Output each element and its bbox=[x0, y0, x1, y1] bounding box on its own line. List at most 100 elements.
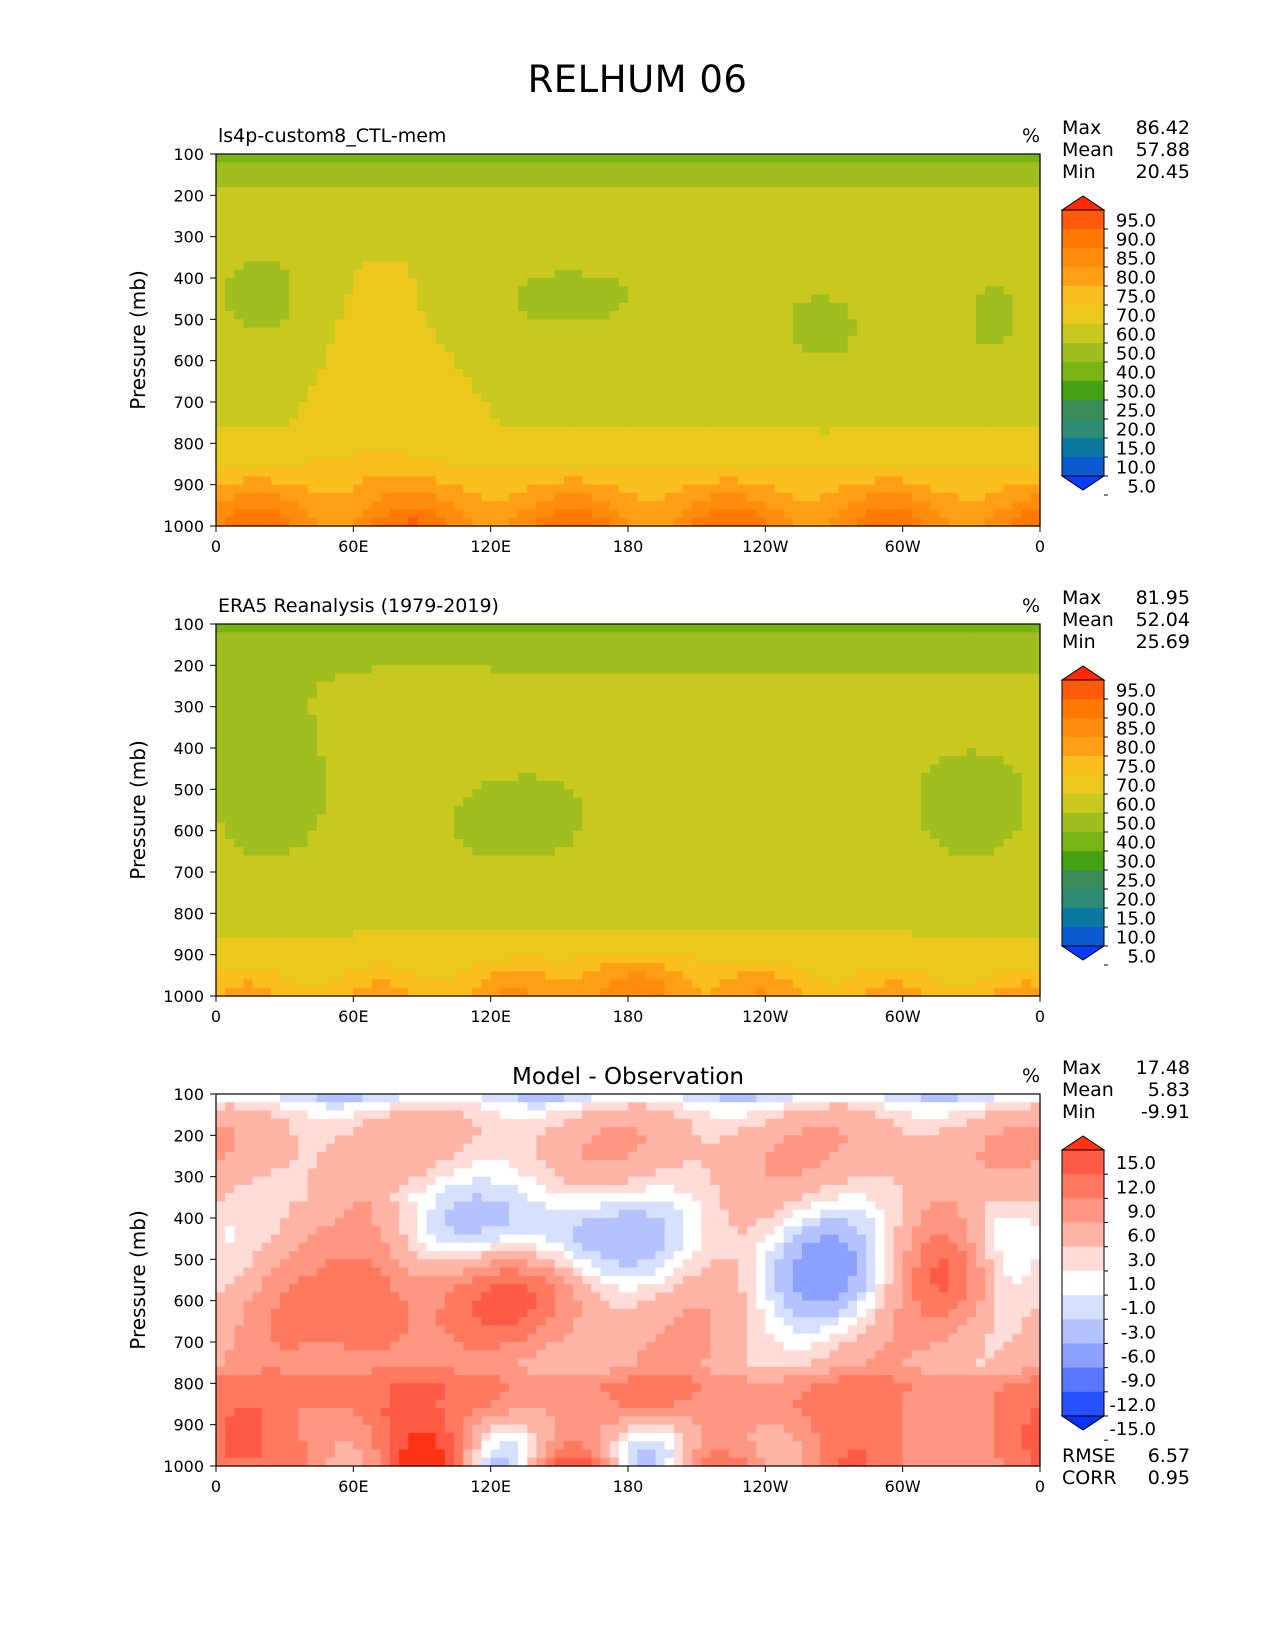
contour-cell bbox=[252, 344, 263, 353]
contour-cell bbox=[618, 410, 629, 420]
colorbar-label: 5.0 bbox=[1127, 477, 1156, 498]
contour-cell bbox=[628, 632, 638, 642]
contour-cell bbox=[710, 162, 721, 172]
contour-cell bbox=[646, 178, 657, 188]
contour-cell bbox=[307, 187, 318, 196]
contour-cell bbox=[902, 690, 913, 699]
contour-cell bbox=[490, 236, 501, 246]
contour-cell bbox=[261, 154, 272, 163]
contour-cell bbox=[618, 162, 629, 172]
contour-cell bbox=[463, 492, 473, 502]
contour-cell bbox=[270, 451, 281, 461]
contour-cell bbox=[216, 435, 226, 444]
contour-cell bbox=[270, 344, 281, 353]
contour-cell bbox=[737, 492, 748, 502]
contour-cell bbox=[692, 162, 702, 172]
contour-cell bbox=[911, 426, 922, 436]
contour-cell bbox=[518, 352, 528, 362]
contour-cell bbox=[481, 162, 492, 172]
contour-cell bbox=[508, 244, 519, 254]
contour-cell bbox=[353, 459, 364, 469]
contour-cell bbox=[710, 426, 721, 436]
contour-cell bbox=[856, 418, 867, 428]
contour-cell bbox=[1021, 294, 1032, 304]
contour-cell bbox=[966, 236, 977, 246]
contour-cell bbox=[399, 195, 409, 205]
contour-cell bbox=[371, 377, 382, 387]
contour-cell bbox=[454, 278, 464, 287]
contour-cell bbox=[948, 352, 959, 362]
contour-cell bbox=[1012, 261, 1023, 271]
contour-cell bbox=[801, 484, 812, 494]
contour-cell bbox=[966, 244, 977, 254]
contour-cell bbox=[783, 154, 794, 163]
contour-cell bbox=[325, 261, 336, 271]
contour-cell bbox=[554, 377, 565, 387]
contour-cell bbox=[692, 501, 702, 511]
contour-cell bbox=[820, 319, 831, 329]
contour-cell bbox=[811, 278, 821, 287]
contour-cell bbox=[902, 154, 913, 163]
contour-cell bbox=[719, 211, 730, 221]
contour-cell bbox=[216, 476, 226, 486]
contour-cell bbox=[536, 476, 547, 486]
contour-cell bbox=[417, 269, 428, 279]
contour-cell bbox=[765, 261, 776, 271]
contour-cell bbox=[527, 632, 538, 642]
contour-cell bbox=[801, 286, 812, 296]
contour-cell bbox=[216, 278, 226, 287]
contour-cell bbox=[499, 294, 510, 304]
contour-cell bbox=[1003, 443, 1014, 453]
contour-cell bbox=[930, 624, 940, 633]
contour-cell bbox=[948, 360, 959, 370]
contour-cell bbox=[774, 443, 785, 453]
colorbar-label: 25.0 bbox=[1116, 401, 1156, 422]
contour-cell bbox=[875, 261, 885, 271]
contour-cell bbox=[637, 187, 647, 196]
contour-cell bbox=[856, 253, 867, 263]
contour-cell bbox=[554, 648, 565, 658]
contour-cell bbox=[756, 410, 766, 420]
contour-cell bbox=[408, 286, 419, 296]
contour-cell bbox=[335, 154, 345, 163]
contour-cell bbox=[490, 244, 501, 254]
contour-cell bbox=[289, 170, 299, 180]
contour-cell bbox=[573, 360, 583, 370]
contour-cell bbox=[380, 517, 391, 527]
contour-cell bbox=[536, 509, 547, 519]
contour-cell bbox=[902, 624, 913, 633]
contour-cell bbox=[362, 698, 373, 708]
contour-cell bbox=[902, 410, 913, 420]
contour-cell bbox=[508, 335, 519, 345]
contour-cell bbox=[316, 302, 327, 312]
contour-cell bbox=[820, 690, 831, 699]
contour-cell bbox=[801, 195, 812, 205]
contour-cell bbox=[682, 154, 693, 163]
contour-cell bbox=[563, 162, 574, 172]
contour-cell bbox=[911, 509, 922, 519]
contour-cell bbox=[389, 178, 400, 188]
contour-cell bbox=[444, 344, 455, 353]
contour-cell bbox=[325, 410, 336, 420]
contour-cell bbox=[673, 443, 684, 453]
contour-cell bbox=[270, 632, 281, 642]
contour-cell bbox=[225, 269, 235, 279]
contour-cell bbox=[472, 402, 483, 411]
contour-cell bbox=[463, 269, 473, 279]
contour-cell bbox=[280, 154, 290, 163]
contour-cell bbox=[225, 203, 235, 213]
contour-cell bbox=[399, 162, 409, 172]
contour-cell bbox=[618, 261, 629, 271]
contour-cell bbox=[911, 640, 922, 650]
contour-cell bbox=[829, 402, 840, 411]
contour-cell bbox=[692, 244, 702, 254]
contour-cell bbox=[234, 195, 245, 205]
contour-cell bbox=[499, 269, 510, 279]
contour-cell bbox=[646, 484, 657, 494]
contour-cell bbox=[939, 162, 950, 172]
contour-cell bbox=[655, 665, 666, 675]
contour-cell bbox=[701, 501, 711, 511]
contour-cell bbox=[884, 360, 895, 370]
contour-cell bbox=[646, 443, 657, 453]
contour-cell bbox=[655, 368, 666, 378]
